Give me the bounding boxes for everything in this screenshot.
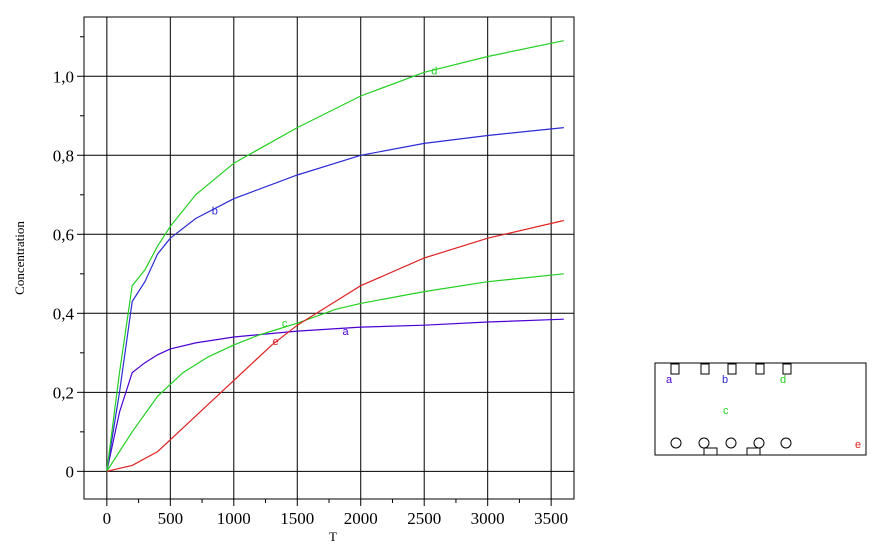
x-tick-label: 0 (103, 509, 112, 528)
plot-frame (83, 16, 575, 500)
series-label-c: c (282, 318, 288, 330)
series-label-e: e (273, 336, 279, 348)
series-label-b: b (212, 206, 218, 218)
x-tick-label: 2500 (407, 509, 441, 528)
legend-label-d: d (780, 374, 786, 386)
legend-marker-tab (746, 447, 761, 456)
axes: 0 500 1000 1500 2000 2500 3000 3500 0 0,2 0,4 0,6 0,… (53, 36, 568, 528)
y-tick-label: 1,0 (53, 67, 74, 86)
legend-marker-square (700, 363, 710, 375)
legend-marker-square (727, 363, 737, 375)
x-tick-label: 2000 (344, 509, 378, 528)
series-label-d: d (431, 65, 437, 77)
x-tick-label: 3500 (534, 509, 568, 528)
legend-label-e: e (855, 439, 861, 451)
legend-label-a: a (666, 374, 673, 386)
series-line-a (106, 318, 564, 472)
y-tick-label: 0,8 (53, 146, 74, 165)
x-axis-title: T (329, 529, 337, 544)
legend-marker-circle (780, 437, 792, 449)
x-tick-label: 3000 (471, 509, 505, 528)
series-line-e (106, 219, 564, 472)
legend-label-c: c (723, 405, 729, 417)
legend-box: a b d c e (654, 362, 867, 456)
y-tick-label: 0,6 (53, 225, 74, 244)
curve-labels: a b c d e (212, 65, 438, 348)
legend-marker-circle (753, 437, 765, 449)
series-line-c (106, 273, 564, 472)
y-axis-title: Concentration (12, 221, 27, 295)
legend-label-b: b (722, 374, 728, 386)
y-tick-label: 0 (66, 462, 75, 481)
y-tick-label: 0,4 (53, 304, 75, 323)
series-line-b (106, 127, 564, 472)
legend-marker-circle (725, 437, 737, 449)
legend-marker-tab (703, 447, 718, 456)
legend-marker-square (670, 363, 680, 375)
legend-marker-square (782, 363, 792, 375)
x-tick-label: 1000 (217, 509, 251, 528)
x-tick-label: 1500 (280, 509, 314, 528)
series-group (106, 40, 564, 472)
legend-markers (670, 363, 792, 456)
legend-marker-circle (670, 437, 682, 449)
y-tick-label: 0,2 (53, 383, 74, 402)
x-tick-label: 500 (158, 509, 184, 528)
legend-marker-square (755, 363, 765, 375)
series-label-a: a (342, 326, 349, 338)
legend-marker-circle (698, 437, 710, 449)
series-line-d (106, 40, 564, 472)
